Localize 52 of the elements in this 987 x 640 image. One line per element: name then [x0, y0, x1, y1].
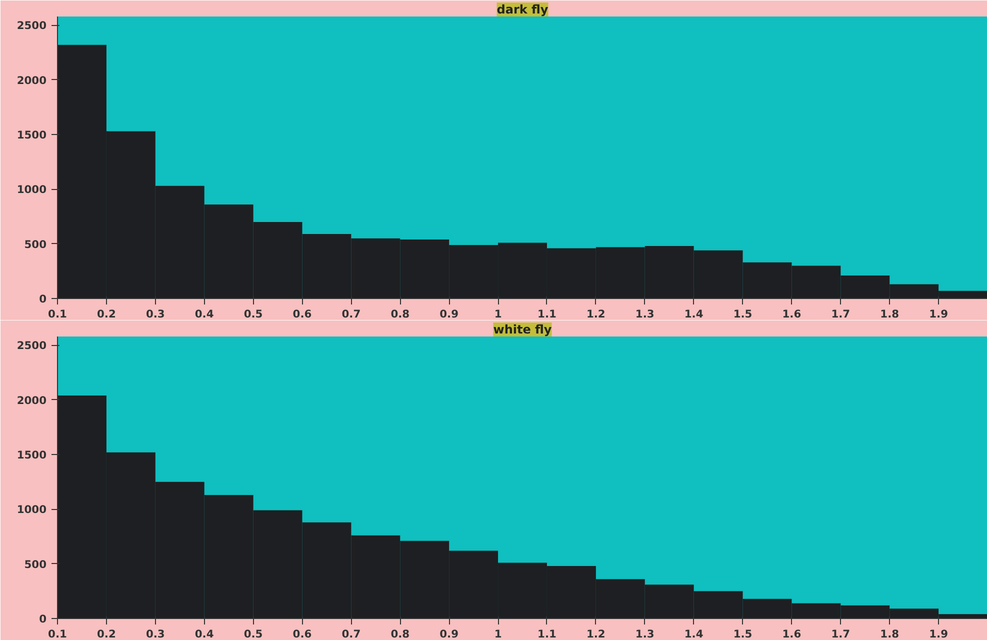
y-tick-label: 2000	[16, 74, 47, 87]
x-tick-label: 0.1	[48, 628, 67, 640]
y-tick-label: 1000	[16, 183, 47, 196]
x-tick-label: 1.5	[733, 308, 752, 320]
x-tick-label: 1.1	[538, 628, 556, 640]
x-tick-label: 0.3	[146, 628, 165, 640]
x-tick-label: 1.3	[635, 628, 654, 640]
y-tick-label: 1000	[16, 503, 47, 516]
x-tick-label: 1.2	[586, 628, 606, 640]
x-tick-label: 0.2	[97, 628, 116, 640]
x-tick-label: 0.7	[342, 628, 361, 640]
x-tick-label: 1.6	[782, 628, 802, 640]
x-tick-label: 1.9	[929, 628, 948, 640]
y-tick-label: 0	[39, 292, 47, 306]
x-tick-label: 0.4	[194, 308, 214, 320]
y-tick-label: 500	[24, 238, 47, 251]
x-tick-label: 0.7	[342, 308, 361, 320]
x-tick-label: 0.5	[244, 308, 263, 320]
x-tick-label: 0.2	[97, 308, 116, 320]
x-tick-label: 0.9	[440, 308, 459, 320]
x-tick-label: 0.4	[194, 628, 214, 640]
x-tick-label: 0.3	[146, 308, 165, 320]
x-tick-label: 1.3	[635, 308, 654, 320]
x-tick-label: 1.1	[538, 308, 556, 320]
y-tick-label: 1500	[16, 128, 47, 142]
x-tick-label: 1	[494, 628, 502, 640]
x-tick-label: 0.6	[292, 628, 312, 640]
y-tick-label: 1500	[16, 448, 47, 462]
x-tick-label: 1.5	[733, 628, 752, 640]
chart-title: white fly	[493, 322, 552, 336]
chart-title: dark fly	[496, 2, 548, 16]
x-tick-label: 1.4	[684, 628, 704, 640]
y-tick-label: 2500	[16, 339, 47, 352]
y-tick-label: 500	[24, 558, 47, 571]
x-tick-label: 1	[494, 308, 502, 320]
x-tick-label: 0.1	[48, 308, 67, 320]
y-tick-label: 2000	[16, 394, 47, 407]
x-tick-label: 1.2	[586, 308, 606, 320]
x-tick-label: 0.8	[390, 308, 410, 320]
x-tick-label: 1.7	[831, 628, 850, 640]
y-tick-label: 0	[39, 612, 47, 626]
x-tick-label: 1.4	[684, 308, 704, 320]
x-tick-label: 1.8	[880, 308, 900, 320]
x-tick-label: 0.9	[440, 628, 459, 640]
x-tick-label: 1.8	[880, 628, 900, 640]
x-tick-label: 0.8	[390, 628, 410, 640]
x-tick-label: 0.6	[292, 308, 312, 320]
x-tick-label: 1.7	[831, 308, 850, 320]
x-tick-label: 0.5	[244, 628, 263, 640]
x-tick-label: 1.6	[782, 308, 802, 320]
x-tick-label: 1.9	[929, 308, 948, 320]
y-tick-label: 2500	[16, 19, 47, 32]
